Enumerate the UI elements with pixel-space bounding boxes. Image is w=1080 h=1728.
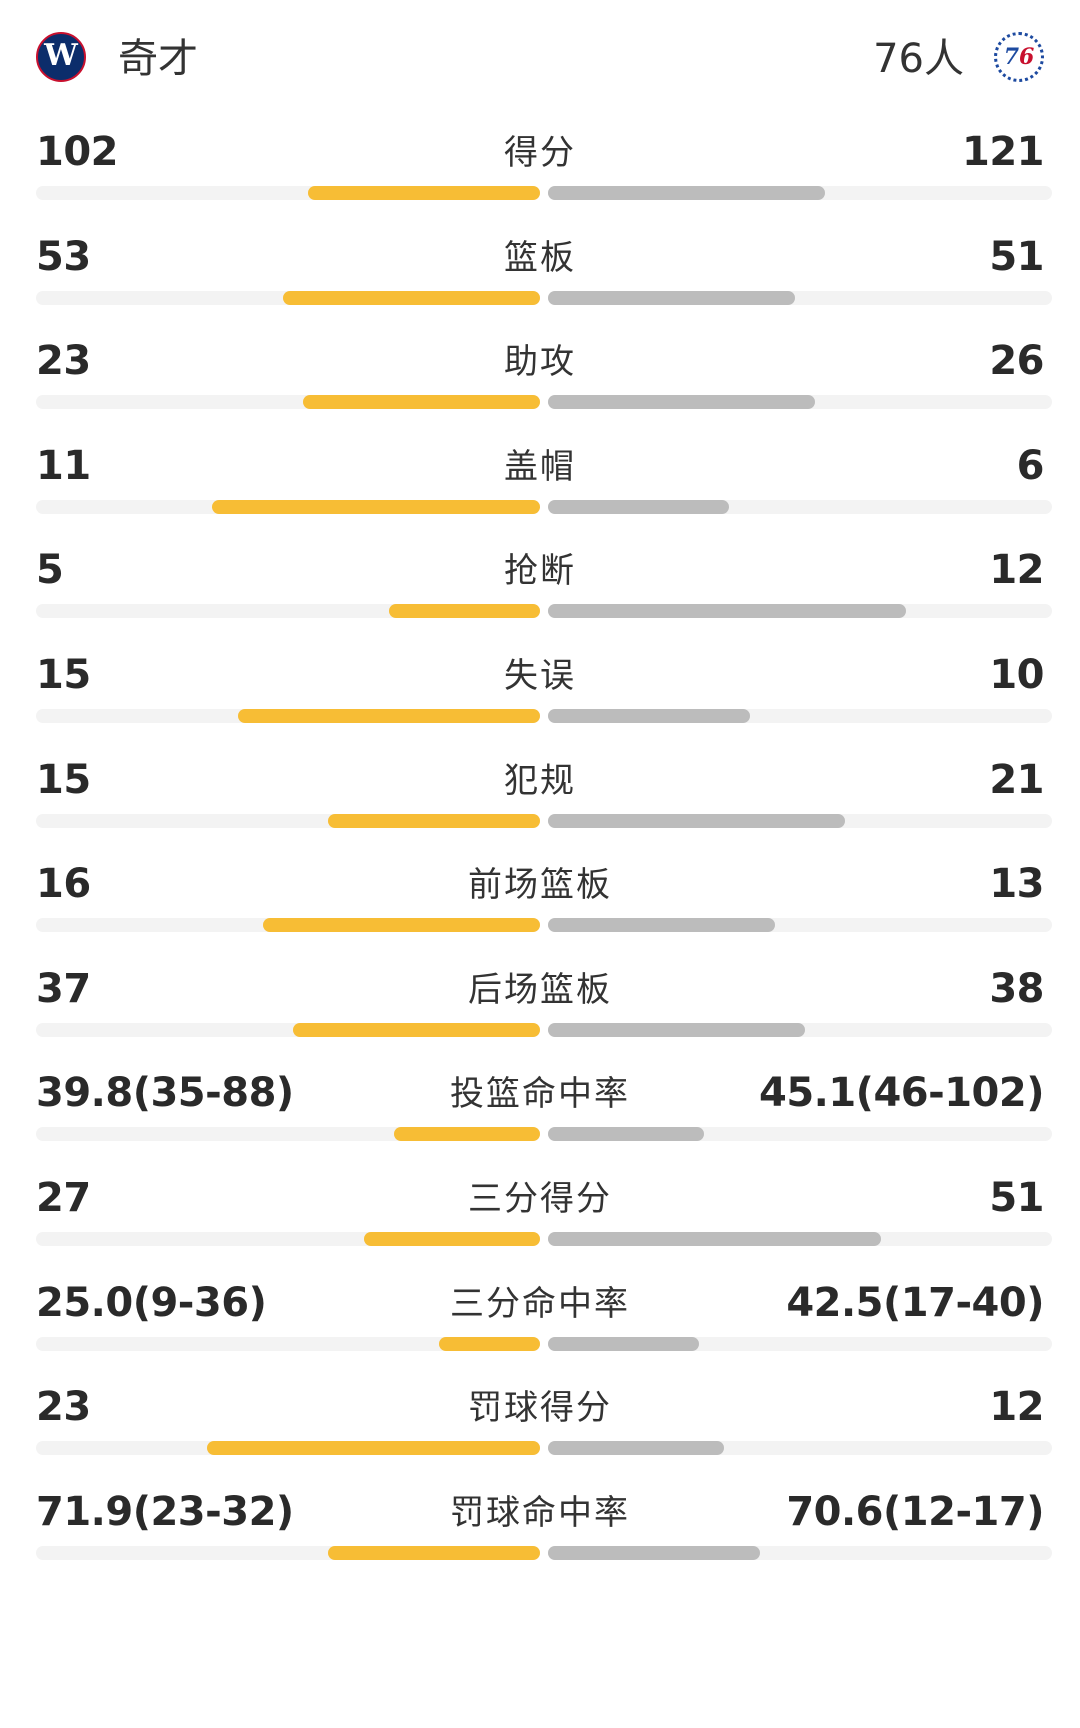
left-team-value: 15 [36,756,91,803]
left-comparison-bar [207,1441,540,1456]
left-comparison-bar [394,1127,540,1142]
right-team-value: 70.6(12-17) [786,1488,1044,1535]
stat-label: 后场篮板 [468,969,612,1010]
left-team-value: 25.0(9-36) [36,1279,267,1326]
stat-row: 53 篮板 51 [0,223,1080,339]
stat-row: 71.9(23-32) 罚球命中率 70.6(12-17) [0,1478,1080,1594]
stat-label: 助攻 [504,342,576,383]
right-comparison-bar [548,709,750,723]
right-comparison-bar [548,918,775,933]
stat-row: 15 失误 10 [0,641,1080,757]
right-team-value: 42.5(17-40) [786,1279,1044,1326]
stat-label: 三分命中率 [450,1283,630,1324]
stat-row: 15 犯规 21 [0,746,1080,862]
right-comparison-bar [548,1441,724,1456]
stat-label: 盖帽 [504,446,576,487]
right-team-value: 10 [989,652,1044,698]
left-comparison-bar [328,813,540,828]
right-comparison-bar [548,1127,704,1142]
left-team-value: 23 [36,1384,91,1431]
stat-row: 5 抢断 12 [0,536,1080,652]
left-comparison-bar [283,290,540,305]
stat-row: 37 后场篮板 38 [0,955,1080,1071]
right-team-value: 6 [1016,442,1045,489]
left-team-value: 53 [36,233,91,280]
right-comparison-bar [548,1232,881,1246]
left-team-value: 16 [36,861,91,908]
stat-label: 投篮命中率 [450,1074,630,1115]
right-comparison-bar [548,1022,805,1037]
wizards-logo-icon[interactable]: W [36,32,86,82]
stat-label: 三分得分 [468,1179,612,1219]
right-comparison-bar [548,1545,760,1560]
stat-row: 27 三分得分 51 [0,1164,1080,1280]
stat-row: 23 罚球得分 12 [0,1373,1080,1489]
right-team-value: 38 [989,965,1044,1012]
left-bar-track [36,1336,540,1351]
left-team-name[interactable]: 奇才 [118,36,198,82]
left-team-value: 5 [36,547,64,594]
left-comparison-bar [263,918,540,933]
stat-row: 39.8(35-88) 投篮命中率 45.1(46-102) [0,1059,1080,1175]
left-comparison-bar [212,499,540,514]
right-team-value: 121 [962,129,1045,175]
left-team-value: 37 [36,965,91,1012]
left-comparison-bar [303,395,540,410]
right-team-name[interactable]: 76人 [873,36,964,82]
stat-label: 抢断 [504,551,576,592]
right-comparison-bar [548,186,825,200]
left-comparison-bar [293,1022,540,1037]
left-team-value: 71.9(23-32) [36,1488,294,1535]
stat-row: 25.0(9-36) 三分命中率 42.5(17-40) [0,1269,1080,1385]
right-comparison-bar [548,290,795,305]
right-comparison-bar [548,604,906,619]
left-team-value: 15 [36,652,91,698]
stat-row: 102 得分 121 [0,118,1080,234]
stat-row: 16 前场篮板 13 [0,850,1080,966]
left-comparison-bar [439,1336,540,1351]
right-team-value: 13 [989,861,1044,908]
left-team-value: 102 [36,129,119,175]
stat-row: 23 助攻 26 [0,327,1080,443]
stat-label: 罚球得分 [468,1388,612,1429]
stat-row: 11 盖帽 6 [0,432,1080,548]
left-comparison-bar [238,709,540,723]
right-team-value: 12 [989,547,1044,594]
left-comparison-bar [308,186,540,200]
right-comparison-bar [548,813,845,828]
left-comparison-bar [364,1232,540,1246]
right-team-value: 51 [989,1175,1044,1221]
stat-label: 得分 [504,133,576,173]
left-team-value: 39.8(35-88) [36,1070,294,1117]
stat-label: 罚球命中率 [450,1492,630,1533]
left-team-value: 11 [36,442,91,489]
stat-label: 失误 [504,656,576,696]
stat-label: 前场篮板 [468,865,612,906]
right-team-value: 12 [989,1384,1044,1431]
left-team-value: 23 [36,338,91,385]
stat-label: 篮板 [504,237,576,278]
right-comparison-bar [548,395,815,410]
left-comparison-bar [389,604,540,619]
left-team-value: 27 [36,1175,91,1221]
right-comparison-bar [548,499,729,514]
left-comparison-bar [328,1545,540,1560]
right-team-value: 21 [989,756,1044,803]
right-comparison-bar [548,1336,699,1351]
right-team-value: 51 [989,233,1044,280]
stat-label: 犯规 [504,760,576,801]
right-team-value: 26 [989,338,1044,385]
right-team-value: 45.1(46-102) [758,1070,1045,1117]
